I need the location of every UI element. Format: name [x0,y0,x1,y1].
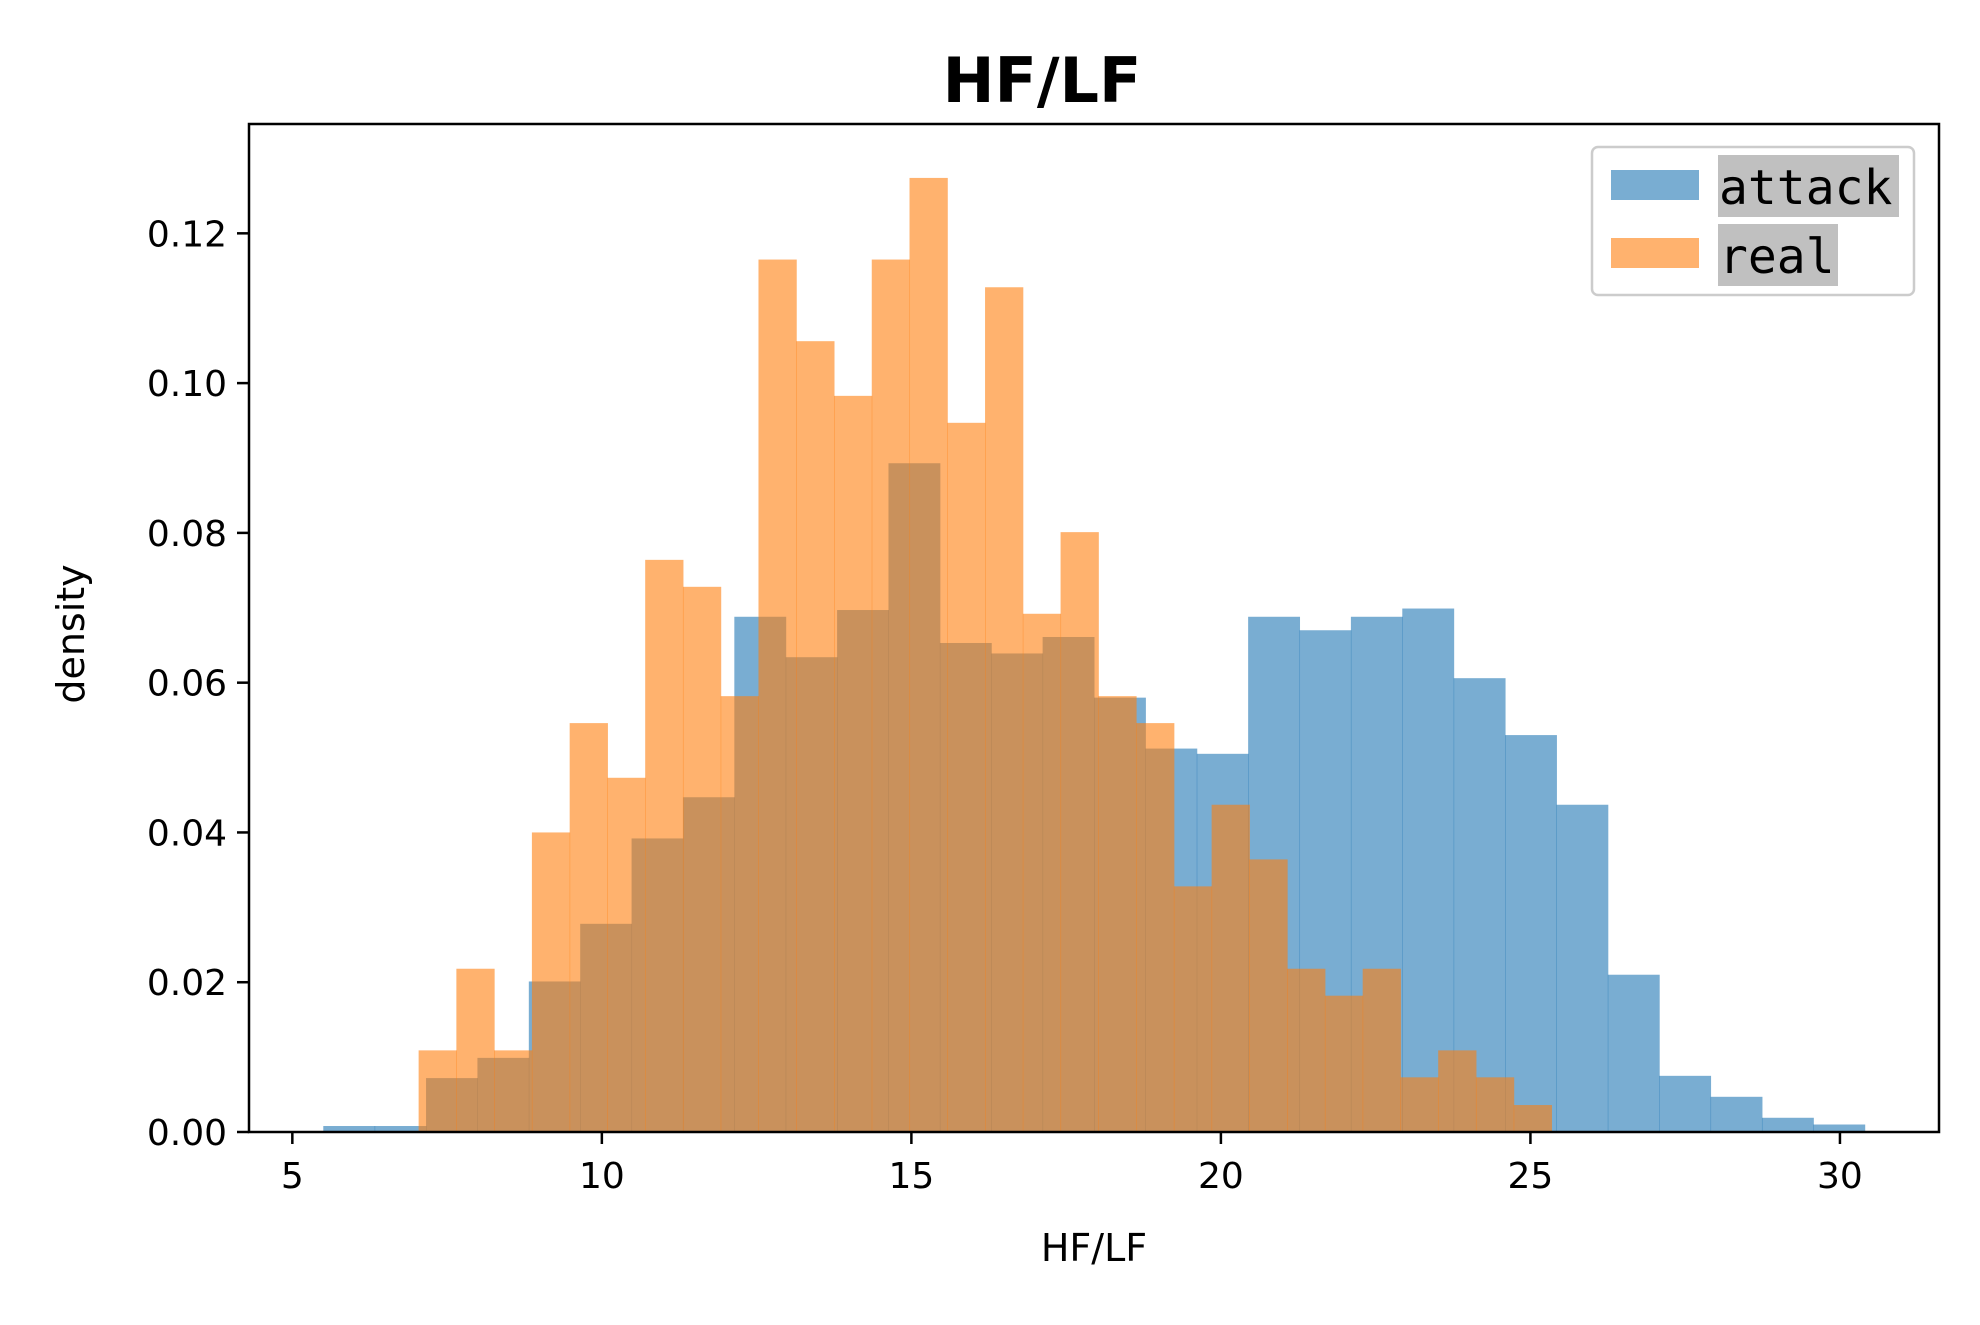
bar-real [1249,859,1288,1132]
bar-attack [1659,1075,1712,1132]
x-tick-label: 20 [1198,1156,1244,1197]
bar-real [645,559,684,1132]
bar-real [456,968,495,1132]
bar-real [1513,1105,1552,1132]
bar-real [1475,1077,1515,1132]
bar-attack [1761,1117,1814,1132]
legend-text-highlight [1718,155,1899,217]
bar-real [1362,968,1401,1132]
x-axis: 5 10 15 20 25 30 [281,1132,1863,1197]
y-tick-label: 0.12 [147,214,227,255]
bar-real [1324,995,1364,1132]
bar-real [1136,723,1175,1132]
bar-real [682,586,722,1132]
bars-layer [323,177,1866,1133]
bar-attack [323,1126,376,1132]
y-tick-label: 0.04 [147,813,227,854]
bar-attack [1556,804,1609,1132]
bar-attack [1505,735,1557,1132]
bar-real [1438,1050,1477,1132]
bar-real [1060,532,1099,1132]
bar-real [494,1050,533,1132]
bar-attack [1607,974,1660,1132]
bar-real [871,259,911,1132]
x-tick-label: 5 [281,1156,304,1197]
legend-text-highlight [1718,224,1838,286]
bar-real [1400,1077,1439,1132]
chart-legend: attack real [1590,145,1916,297]
legend-label-attack: attack [1719,160,1892,216]
y-tick-label: 0.00 [147,1113,227,1154]
bar-real [418,1050,457,1132]
legend-swatch-attack [1611,170,1699,200]
legend-swatch-real [1611,238,1699,268]
bar-attack [374,1126,427,1132]
bar-real [720,696,759,1132]
bar-real [909,177,948,1133]
bar-real [834,395,873,1133]
bar-attack [1710,1096,1763,1132]
bar-real [985,287,1024,1132]
y-tick-label: 0.02 [147,963,227,1004]
chart-title: HF/LF [943,44,1142,117]
y-tick-label: 0.08 [147,514,227,555]
bar-real [796,341,835,1132]
series-real [418,177,1552,1133]
y-axis: 0.00 0.02 0.04 0.06 0.08 0.10 0.12 [147,214,249,1154]
bar-real [1098,696,1137,1132]
bar-real [1211,804,1250,1132]
bar-real [758,259,797,1132]
legend-label-real: real [1719,229,1835,285]
bar-real [947,422,986,1132]
x-axis-label: HF/LF [1041,1226,1147,1270]
y-tick-label: 0.10 [147,364,227,405]
bar-real [1287,968,1326,1132]
bar-real [1022,613,1062,1132]
bar-attack [1402,608,1455,1132]
x-tick-label: 15 [888,1156,934,1197]
x-tick-label: 25 [1508,1156,1554,1197]
bar-real [607,777,646,1132]
bar-real [1173,886,1213,1132]
bar-attack [1813,1124,1866,1132]
x-tick-label: 30 [1817,1156,1863,1197]
y-axis-label: density [49,564,93,703]
y-tick-label: 0.06 [147,664,227,705]
bar-real [569,723,608,1132]
x-tick-label: 10 [579,1156,625,1197]
plot-area-frame [247,122,1941,1134]
bar-real [531,832,571,1132]
